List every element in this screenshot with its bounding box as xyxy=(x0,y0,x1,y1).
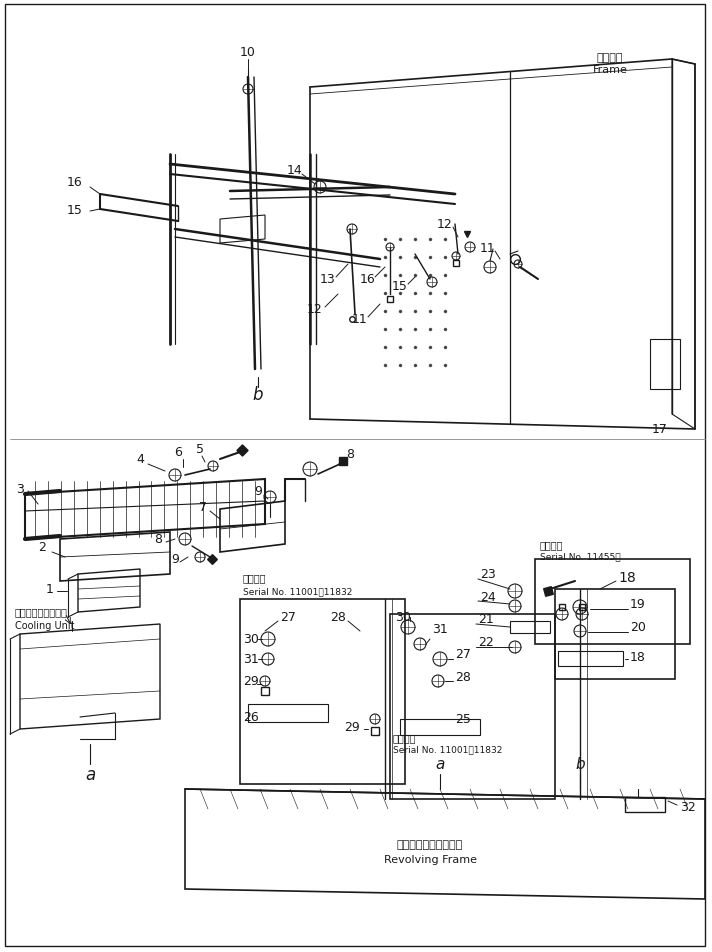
Text: 30: 30 xyxy=(395,611,411,624)
Text: b: b xyxy=(253,386,263,404)
Text: 18: 18 xyxy=(630,651,646,664)
Bar xyxy=(390,614,555,799)
Text: 15: 15 xyxy=(67,204,83,216)
Bar xyxy=(510,622,550,633)
Text: 適用号機: 適用号機 xyxy=(393,732,417,743)
Text: レボルビングフレーム: レボルビングフレーム xyxy=(397,839,463,849)
Text: Serial No. 11001～11832: Serial No. 11001～11832 xyxy=(393,744,503,754)
Text: 31: 31 xyxy=(432,623,448,636)
Text: 16: 16 xyxy=(67,175,83,188)
Text: 18: 18 xyxy=(618,570,636,585)
Text: 30: 30 xyxy=(243,633,259,645)
Text: Revolving Frame: Revolving Frame xyxy=(384,854,476,864)
Text: Serial No. 11001－11832: Serial No. 11001－11832 xyxy=(243,586,352,596)
Text: 11: 11 xyxy=(480,241,496,254)
Text: 24: 24 xyxy=(480,591,496,604)
Text: 11: 11 xyxy=(352,313,368,327)
Text: 27: 27 xyxy=(280,611,296,624)
Text: 23: 23 xyxy=(480,568,496,581)
Bar xyxy=(400,720,480,735)
Text: 20: 20 xyxy=(630,621,646,634)
Text: 適用号機: 適用号機 xyxy=(243,572,266,583)
Text: 8: 8 xyxy=(346,448,354,461)
Text: Frame: Frame xyxy=(592,65,627,75)
Bar xyxy=(650,340,680,389)
Text: 12: 12 xyxy=(437,218,453,231)
Text: 9: 9 xyxy=(171,553,179,565)
Text: 3: 3 xyxy=(16,483,24,496)
Text: 29: 29 xyxy=(344,721,360,734)
Bar xyxy=(240,600,405,784)
Text: 5: 5 xyxy=(196,443,204,456)
Text: 22: 22 xyxy=(478,636,493,649)
Text: 6: 6 xyxy=(174,446,182,459)
Text: 4: 4 xyxy=(136,453,144,466)
Text: Serial No. 11455～: Serial No. 11455～ xyxy=(540,552,621,561)
Text: 9: 9 xyxy=(254,485,262,498)
Text: 17: 17 xyxy=(652,423,668,436)
Bar xyxy=(248,704,328,723)
Text: 25: 25 xyxy=(455,713,471,725)
Bar xyxy=(535,560,690,645)
Text: 16: 16 xyxy=(360,273,376,287)
Text: b: b xyxy=(575,757,585,772)
Text: 12: 12 xyxy=(307,303,323,316)
Text: 29: 29 xyxy=(243,675,258,687)
Text: 10: 10 xyxy=(240,46,256,58)
Text: クーリングユニット: クーリングユニット xyxy=(15,606,68,616)
Text: Cooling Unit: Cooling Unit xyxy=(15,621,75,630)
Text: 31: 31 xyxy=(243,653,258,665)
Text: a: a xyxy=(435,757,445,772)
Text: 26: 26 xyxy=(243,711,258,724)
Bar xyxy=(555,589,675,680)
Text: 28: 28 xyxy=(330,611,346,624)
Text: 32: 32 xyxy=(680,801,696,814)
Text: フレーム: フレーム xyxy=(597,53,623,63)
Text: 13: 13 xyxy=(320,273,336,287)
Text: 7: 7 xyxy=(199,501,207,514)
Bar xyxy=(558,651,623,666)
Text: 14: 14 xyxy=(287,164,303,176)
Text: 15: 15 xyxy=(392,280,408,293)
Text: a: a xyxy=(85,765,95,783)
Text: 19: 19 xyxy=(630,598,646,611)
Text: 2: 2 xyxy=(38,541,46,554)
Text: 8: 8 xyxy=(154,533,162,545)
Text: 21: 21 xyxy=(478,613,493,625)
Text: 27: 27 xyxy=(455,647,471,661)
Bar xyxy=(625,797,665,812)
Text: 1: 1 xyxy=(46,583,54,596)
Text: 適用号機: 適用号機 xyxy=(540,540,563,549)
Text: 28: 28 xyxy=(455,671,471,684)
